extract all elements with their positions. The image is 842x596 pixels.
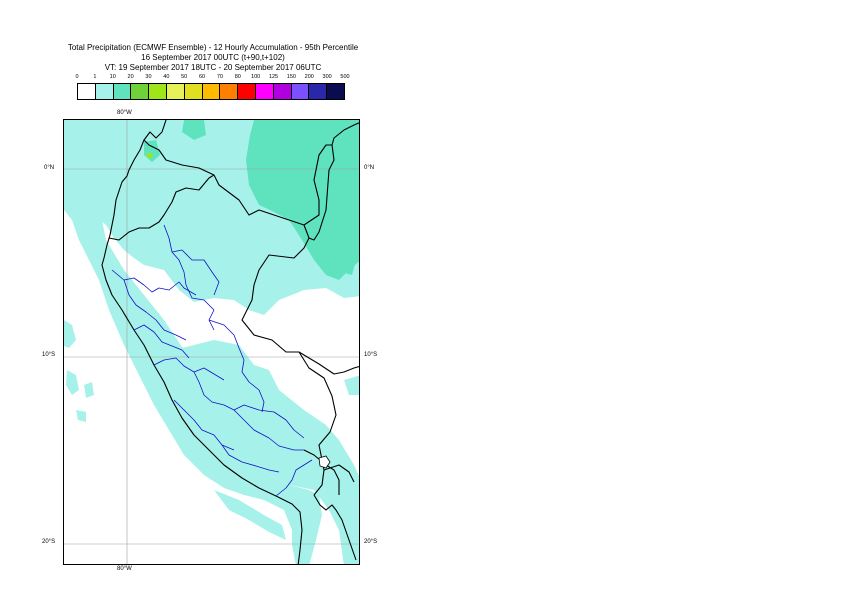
legend-box-13 <box>309 84 328 99</box>
legend-box-1 <box>95 84 114 99</box>
precipitation-map <box>64 120 359 564</box>
legend-box-7 <box>202 84 221 99</box>
color-legend <box>77 83 345 100</box>
legend-box-4 <box>149 84 167 99</box>
legend-box-5 <box>166 84 185 99</box>
map-panel[interactable] <box>63 119 360 565</box>
legend-box-9 <box>238 84 256 99</box>
legend-labels: 0 1 10 20 30 40 50 60 70 80 100 125 150 200 300 500 <box>0 74 842 84</box>
base-time: 16 September 2017 00UTC (t+90,t+102) <box>141 53 285 62</box>
legend-label-9: 80 <box>234 74 241 80</box>
legend-box-6 <box>184 84 203 99</box>
legend-label-3: 20 <box>127 74 134 80</box>
lon-label-bottom: 80°W <box>117 566 132 572</box>
legend-label-10: 100 <box>251 74 261 80</box>
lat-label-left-20: 20°S <box>42 539 56 545</box>
legend-label-0: 0 <box>75 74 79 80</box>
legend-label-11: 125 <box>268 74 279 80</box>
legend-label-14: 300 <box>322 74 332 80</box>
legend-label-1: 1 <box>93 74 97 80</box>
legend-box-14 <box>327 84 344 99</box>
national-borders <box>101 120 359 564</box>
lat-label-right-20: 20°S <box>364 539 378 545</box>
heavy-precip-spot <box>147 153 152 158</box>
legend-label-2: 10 <box>109 74 116 80</box>
lon-label-top: 80°W <box>117 110 132 116</box>
lake-titicaca <box>318 455 331 469</box>
legend-label-5: 40 <box>163 74 170 80</box>
chart-title: Total Precipitation (ECMWF Ensemble) - 1… <box>67 43 359 52</box>
legend-box-0 <box>78 84 96 99</box>
legend-box-3 <box>131 84 150 99</box>
legend-box-12 <box>291 84 310 99</box>
legend-box-10 <box>255 84 274 99</box>
moderate-precip-layer <box>144 120 359 280</box>
lat-label-left-0: 0°N <box>44 165 55 171</box>
legend-label-12: 150 <box>286 74 296 80</box>
legend-box-8 <box>220 84 239 99</box>
legend-box-2 <box>113 84 132 99</box>
legend-box-11 <box>273 84 292 99</box>
legend-label-15: 500 <box>340 74 350 80</box>
lat-label-right-0: 0°N <box>364 165 375 171</box>
valid-time: VT: 19 September 2017 18UTC - 20 Septemb… <box>104 63 322 72</box>
legend-label-13: 200 <box>304 74 314 80</box>
lat-label-left-10: 10°S <box>42 352 56 358</box>
legend-label-7: 60 <box>199 74 206 80</box>
lat-label-right-10: 10°S <box>364 352 378 358</box>
graticule <box>64 120 359 564</box>
regional-boundaries <box>111 224 313 497</box>
legend-label-8: 70 <box>216 74 223 80</box>
legend-label-4: 30 <box>145 74 152 80</box>
legend-label-6: 50 <box>181 74 188 80</box>
